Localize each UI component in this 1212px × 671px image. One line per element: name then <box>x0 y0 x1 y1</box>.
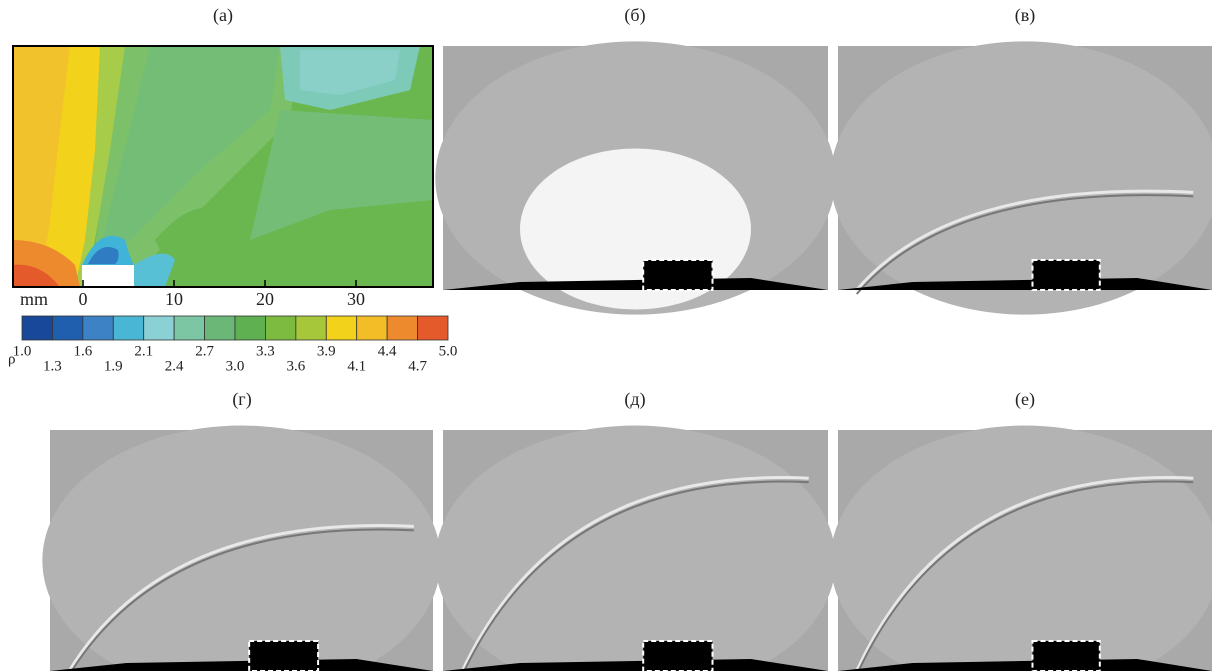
model-block <box>643 641 712 671</box>
schlieren-photo <box>831 426 1212 671</box>
x-tick-label: 20 <box>256 289 274 309</box>
colorbar-cell <box>83 316 113 340</box>
colorbar-level: 2.7 <box>195 343 214 359</box>
x-tick-label: 30 <box>347 289 365 309</box>
photo-field <box>831 41 1212 314</box>
colorbar-level: 2.1 <box>134 343 153 359</box>
colorbar-cell <box>235 316 265 340</box>
colorbar-cell <box>357 316 387 340</box>
figure: mm 0102030 1.01.31.61.92.12.42.73.03.33.… <box>0 0 1212 671</box>
schlieren-photo <box>42 426 440 671</box>
colorbar-level: 1.6 <box>73 343 92 359</box>
model-block <box>643 260 712 290</box>
colorbar-label: ρ <box>8 351 16 367</box>
panel-label: (а) <box>213 5 233 26</box>
colorbar-cell <box>22 316 52 340</box>
panel-label: (в) <box>1015 5 1036 26</box>
colorbar-cell <box>387 316 417 340</box>
schlieren-photo <box>435 426 835 671</box>
colorbar-cell <box>296 316 326 340</box>
colorbar-level: 3.3 <box>256 343 275 359</box>
panel-label: (б) <box>624 5 645 26</box>
panel-label: (г) <box>232 389 251 410</box>
colorbar-level: 2.4 <box>165 358 184 374</box>
panel-label: (е) <box>1015 389 1035 410</box>
colorbar-level: 1.9 <box>104 358 123 374</box>
colorbar-cell <box>174 316 204 340</box>
colorbar-cell <box>113 316 143 340</box>
model-block <box>1032 260 1099 290</box>
colorbar-cell <box>205 316 235 340</box>
colorbar-cell <box>144 316 174 340</box>
colorbar-level: 1.3 <box>43 358 62 374</box>
colorbar-cell <box>52 316 82 340</box>
colorbar-level: 3.6 <box>286 358 305 374</box>
colorbar-level: 5.0 <box>439 343 458 359</box>
model-block <box>249 641 318 671</box>
colorbar-level: 4.4 <box>378 343 397 359</box>
colorbar-cell <box>265 316 295 340</box>
colorbar-level: 3.9 <box>317 343 336 359</box>
panel-label: (д) <box>624 389 645 410</box>
colorbar-level: 4.7 <box>408 358 427 374</box>
x-unit: mm <box>20 289 48 309</box>
model-block <box>1032 641 1099 671</box>
colorbar-cell <box>326 316 356 340</box>
x-tick-label: 10 <box>165 289 183 309</box>
colorbar-cell <box>418 316 448 340</box>
colorbar-level: 3.0 <box>226 358 245 374</box>
x-tick-label: 0 <box>79 289 88 309</box>
contour-plot <box>13 46 433 287</box>
schlieren-photo <box>435 41 835 314</box>
colorbar-level: 4.1 <box>347 358 366 374</box>
schlieren-photo <box>831 41 1212 314</box>
